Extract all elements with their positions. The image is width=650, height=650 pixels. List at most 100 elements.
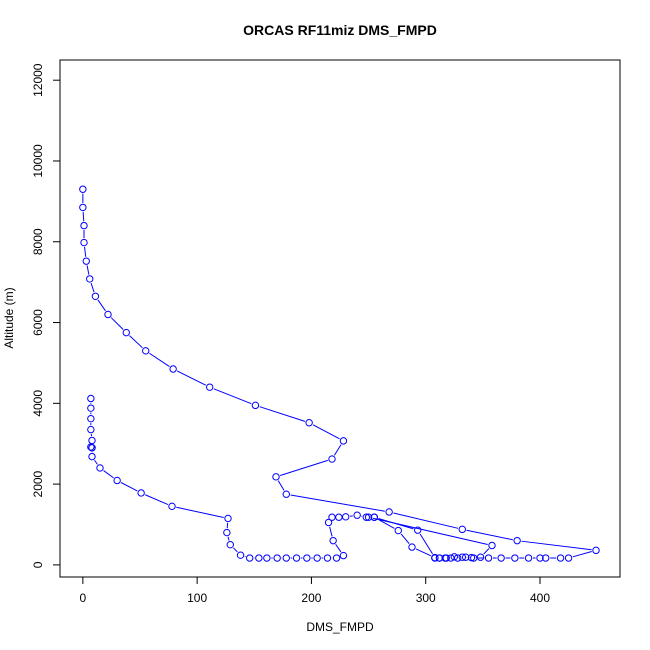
x-tick-label: 400 — [530, 591, 550, 605]
series-segment — [466, 529, 513, 541]
data-point — [497, 554, 505, 562]
data-point — [484, 554, 493, 562]
x-tick-label: 200 — [301, 591, 321, 605]
y-axis-label: Altitude (m) — [2, 287, 16, 348]
data-point — [226, 540, 234, 549]
data-point — [80, 238, 88, 247]
series-segment — [572, 551, 592, 558]
series-segment — [400, 533, 410, 545]
data-point — [236, 551, 245, 559]
data-point — [323, 554, 332, 562]
series-segment — [290, 494, 385, 512]
series-segment — [312, 424, 340, 440]
data-point — [524, 554, 533, 562]
series-segment — [103, 470, 114, 479]
y-axis: 0 2000 4000 6000 8000 10000 12000 — [31, 63, 60, 568]
series-segment — [120, 482, 138, 492]
x-tick-label: 300 — [416, 591, 436, 605]
data-point — [88, 452, 96, 461]
y-tick-label: 0 — [31, 561, 45, 568]
data-point — [328, 513, 336, 521]
data-point — [408, 543, 416, 551]
chart-title: ORCAS RF11miz DMS_FMPD — [243, 22, 437, 38]
data-point — [87, 394, 95, 403]
data-point — [79, 203, 87, 212]
data-point — [224, 514, 232, 523]
data-point — [272, 473, 280, 481]
data-point — [431, 553, 439, 562]
data-point — [462, 553, 470, 561]
data-point — [488, 541, 496, 550]
series-segment — [84, 246, 87, 257]
series-segment — [333, 444, 342, 456]
series-segment — [90, 282, 95, 293]
y-tick-label: 10000 — [31, 144, 45, 178]
data-point — [142, 347, 150, 355]
data-point — [339, 551, 348, 560]
data-point — [467, 553, 476, 562]
y-tick-label: 6000 — [31, 309, 45, 336]
series-segment — [378, 517, 414, 530]
y-tick-label: 8000 — [31, 228, 45, 255]
data-point — [364, 513, 373, 521]
data-point — [564, 554, 573, 562]
series-segment — [129, 335, 143, 349]
data-point — [87, 414, 95, 423]
series-segment — [415, 548, 432, 557]
data-point — [329, 536, 337, 545]
data-point — [332, 554, 341, 562]
data-point — [88, 436, 96, 445]
data-point — [592, 546, 600, 555]
series-segment — [335, 543, 342, 553]
series-segment — [259, 406, 306, 422]
series-segment — [419, 533, 433, 555]
data-point — [513, 536, 521, 545]
data-point — [246, 554, 254, 562]
series-segment — [277, 480, 285, 491]
data-point — [87, 404, 95, 412]
data-point — [542, 554, 550, 562]
data-point — [104, 310, 112, 319]
series-segment — [213, 388, 252, 405]
series-segment — [176, 370, 206, 386]
data-point — [91, 292, 100, 300]
data-point — [450, 553, 458, 561]
data-point — [87, 425, 95, 434]
data-point — [168, 502, 176, 511]
data-point — [370, 513, 378, 521]
data-point — [169, 365, 177, 373]
series-segment — [329, 526, 333, 537]
data-point — [96, 464, 104, 472]
series-segment — [377, 518, 395, 529]
x-axis: 0 100 200 300 400 — [80, 577, 550, 605]
data-point — [362, 513, 370, 521]
data-point — [122, 328, 130, 337]
x-axis-label: DMS_FMPD — [306, 620, 374, 634]
data-point — [442, 554, 450, 562]
data-point — [385, 508, 393, 516]
x-tick-label: 0 — [80, 591, 87, 605]
series-segment — [82, 211, 85, 222]
series-layer — [79, 185, 600, 562]
series-segment — [149, 352, 170, 367]
data-point — [342, 513, 350, 521]
data-point — [458, 525, 466, 534]
y-tick-label: 12000 — [31, 63, 45, 97]
data-point — [137, 489, 145, 497]
data-point — [79, 185, 87, 193]
data-point — [255, 554, 263, 562]
series-segment — [521, 540, 592, 551]
data-point — [394, 526, 402, 535]
data-point — [536, 554, 544, 562]
data-point — [263, 554, 271, 562]
series-segment — [233, 547, 238, 553]
data-point — [113, 476, 121, 485]
data-point — [313, 554, 321, 562]
series-line-0 — [82, 193, 592, 559]
series-segment — [110, 317, 124, 330]
data-point — [305, 419, 313, 427]
data-point — [223, 528, 231, 537]
data-point — [511, 554, 519, 562]
